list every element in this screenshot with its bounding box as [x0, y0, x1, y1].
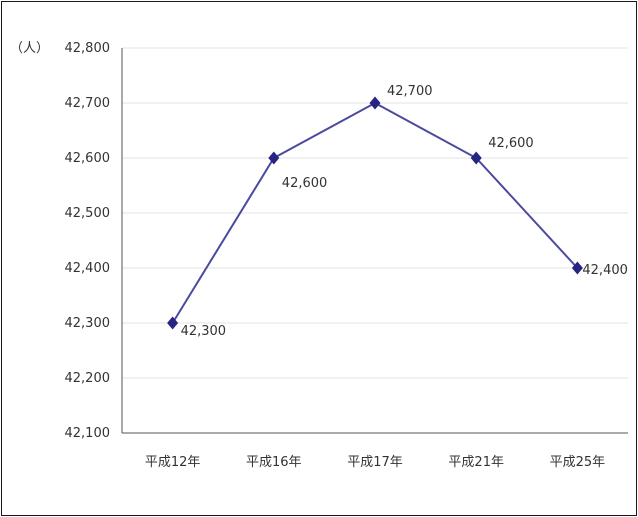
data-point-marker: [167, 316, 179, 330]
data-label: 42,600: [488, 136, 534, 151]
data-point-marker: [470, 151, 482, 165]
y-tick-label: 42,400: [65, 261, 111, 276]
y-tick-label: 42,600: [65, 151, 111, 166]
data-label: 42,600: [282, 176, 328, 191]
y-tick-label: 42,700: [65, 96, 111, 111]
x-tick-label: 平成25年: [550, 455, 606, 470]
y-tick-labels: 42,100 42,200 42,300 42,400 42,500 42,600 42,7…: [65, 41, 111, 441]
y-tick-label: 42,300: [65, 316, 111, 331]
data-point-marker: [369, 96, 381, 110]
x-tick-label: 平成17年: [347, 455, 403, 470]
x-tick-label: 平成12年: [145, 455, 201, 470]
data-label: 42,300: [181, 324, 227, 339]
x-tick-label: 平成21年: [448, 455, 504, 470]
series: [167, 96, 583, 330]
axes: [121, 48, 628, 434]
data-point-marker: [571, 261, 583, 275]
y-tick-label: 42,800: [65, 41, 111, 56]
y-tick-label: 42,200: [65, 371, 111, 386]
x-tick-label: 平成16年: [246, 455, 302, 470]
data-labels: 42,300 42,600 42,700 42,600 42,400: [181, 84, 628, 339]
y-tick-label: 42,100: [65, 426, 111, 441]
y-tick-label: 42,500: [65, 206, 111, 221]
x-tick-labels: 平成12年 平成16年 平成17年 平成21年 平成25年: [145, 455, 605, 470]
data-point-marker: [268, 151, 280, 165]
data-label: 42,700: [387, 84, 433, 99]
data-label: 42,400: [582, 263, 628, 278]
y-axis-unit-label: （人）: [10, 41, 49, 56]
